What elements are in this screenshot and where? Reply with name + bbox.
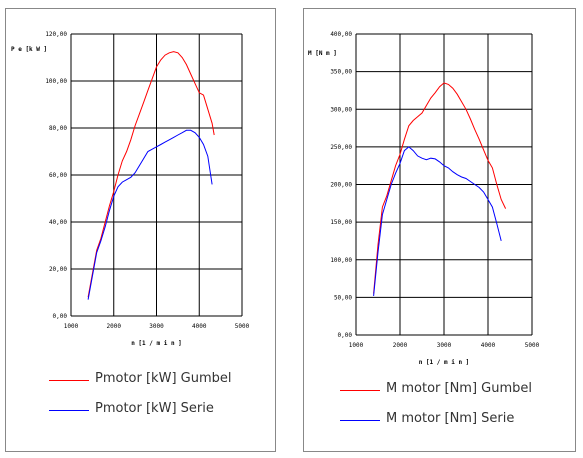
y-tick-label: 150,00: [330, 219, 352, 226]
legend-swatch: [49, 410, 89, 411]
legend-label: M motor [Nm] Serie: [386, 411, 515, 426]
y-tick-label: 0,00: [338, 332, 353, 339]
x-axis-label: n [1 / m i n ]: [131, 340, 182, 347]
legend-swatch: [340, 390, 380, 391]
y-tick-label: 50,00: [334, 294, 352, 301]
y-tick-label: 250,00: [330, 144, 352, 151]
x-tick-label: 2000: [107, 323, 122, 330]
x-tick-label: 4000: [192, 323, 207, 330]
y-tick-label: 300,00: [330, 106, 352, 113]
x-tick-label: 2000: [393, 342, 408, 349]
y-tick-label: 20,00: [49, 266, 67, 273]
legend-label: Pmotor [kW] Serie: [95, 401, 214, 416]
legend-label: Pmotor [kW] Gumbel: [95, 371, 232, 386]
y-tick-label: 120,00: [45, 31, 67, 38]
series-line-serie: [87, 129, 213, 300]
legend-label: M motor [Nm] Gumbel: [386, 381, 532, 396]
y-tick-label: 40,00: [49, 219, 67, 226]
torque-chart: 0,00 50,00 100,00 150,00 200,00 250,00 300,00 3…: [308, 31, 540, 366]
series-line-serie: [373, 146, 502, 296]
y-tick-label: 100,00: [330, 257, 352, 264]
series-line-gumbel: [373, 82, 507, 294]
x-tick-label: 1000: [64, 323, 79, 330]
series-line-gumbel: [87, 51, 215, 298]
x-tick-label: 5000: [525, 342, 540, 349]
power-chart-panel: 0,00 20,00 40,00 60,00 80,00 100,00 120,00 1000…: [5, 8, 276, 452]
y-tick-label: 100,00: [45, 78, 67, 85]
x-tick-label: 1000: [349, 342, 364, 349]
y-axis-label: P e [k W ]: [11, 46, 47, 53]
legend-swatch: [340, 420, 380, 421]
x-tick-label: 3000: [437, 342, 452, 349]
x-axis-label: n [1 / m i n ]: [419, 359, 470, 366]
x-tick-label: 5000: [235, 323, 250, 330]
legend-swatch: [49, 380, 89, 381]
y-tick-label: 0,00: [53, 313, 68, 320]
x-tick-label: 4000: [481, 342, 496, 349]
y-tick-label: 400,00: [330, 31, 352, 38]
y-axis-label: M [N m ]: [308, 50, 337, 57]
x-tick-label: 3000: [149, 323, 164, 330]
power-chart: 0,00 20,00 40,00 60,00 80,00 100,00 120,00 1000…: [11, 31, 250, 347]
y-tick-label: 80,00: [49, 125, 67, 132]
y-tick-label: 60,00: [49, 172, 67, 179]
y-tick-label: 200,00: [330, 182, 352, 189]
y-tick-label: 350,00: [330, 69, 352, 76]
torque-chart-panel: 0,00 50,00 100,00 150,00 200,00 250,00 300,00 3…: [303, 8, 576, 452]
